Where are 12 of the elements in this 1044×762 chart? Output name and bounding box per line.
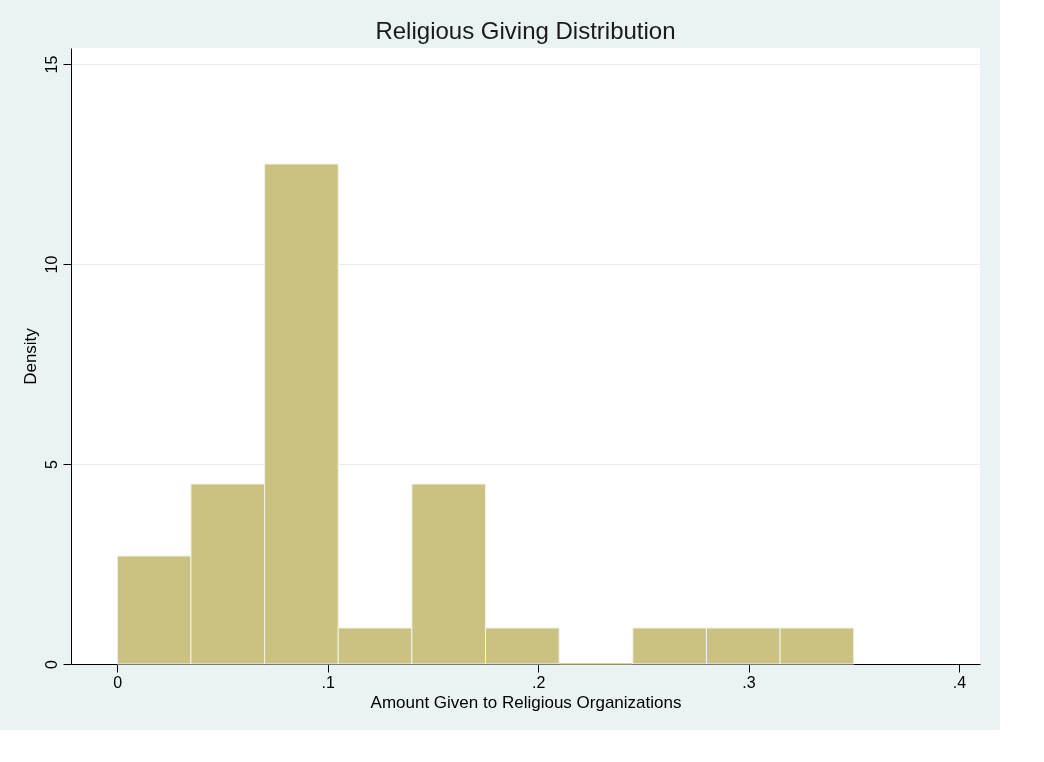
x-tick-label: 0 <box>113 673 123 691</box>
y-tick-label: 15 <box>42 55 60 74</box>
x-tick-label: .1 <box>321 673 335 691</box>
y-tick-label: 10 <box>42 255 60 274</box>
x-tick-label: .2 <box>531 673 546 691</box>
y-tick-label: 0 <box>42 659 60 669</box>
x-tick-label: .4 <box>952 673 967 691</box>
x-tick-label: .3 <box>742 673 756 691</box>
y-axis-title: Density <box>20 327 40 385</box>
y-tick-label: 5 <box>42 459 60 469</box>
chart-title: Religious Giving Distribution <box>375 17 676 44</box>
x-axis-title: Amount Given to Religious Organizations <box>370 692 682 712</box>
